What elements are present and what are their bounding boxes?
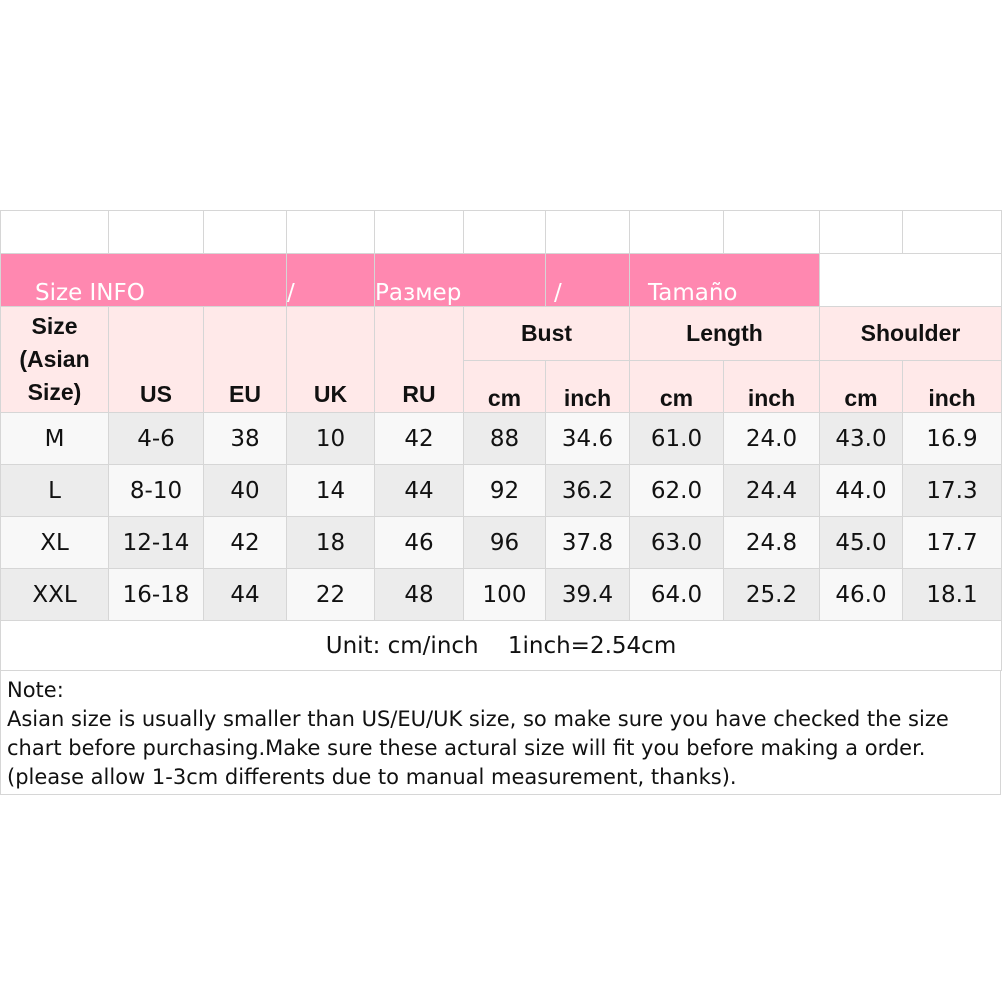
note-text: Asian size is usually smaller than US/EU… [7, 707, 949, 789]
table-cell: 42 [203, 516, 287, 569]
table-cell: 25.2 [723, 568, 820, 621]
header-inch: inch [902, 360, 1002, 413]
header-cm: cm [629, 360, 724, 413]
unit-text: Unit: cm/inch 1inch=2.54cm [0, 620, 1002, 671]
table-cell: 16-18 [108, 568, 204, 621]
table-cell: 42 [374, 412, 464, 465]
note-title: Note: [7, 678, 64, 702]
table-cell: L [0, 464, 109, 517]
table-cell: 43.0 [819, 412, 903, 465]
table-cell: 4-6 [108, 412, 204, 465]
table-cell: 64.0 [629, 568, 724, 621]
title-banner: Size INFO / Размер / Tamaño [0, 253, 1002, 307]
banner-sep: / [545, 253, 630, 307]
table-cell: 12-14 [108, 516, 204, 569]
table-row: XXL 16-18 44 22 48 100 39.4 64.0 25.2 46.0 18.1 [0, 568, 1002, 621]
table-row: L 8-10 40 14 44 92 36.2 62.0 24.4 44.0 17.3 [0, 464, 1002, 517]
table-cell: 8-10 [108, 464, 204, 517]
table-cell: 14 [286, 464, 375, 517]
header-size: Size (Asian Size) [0, 306, 109, 413]
table-cell: 45.0 [819, 516, 903, 569]
table-cell: 17.7 [902, 516, 1002, 569]
banner-size-info: Size INFO [0, 253, 287, 307]
table-cell: 39.4 [545, 568, 630, 621]
banner-sep: / [286, 253, 375, 307]
table-cell: 88 [463, 412, 546, 465]
header-shoulder: Shoulder [819, 306, 1002, 361]
table-cell: 24.0 [723, 412, 820, 465]
blank-row [0, 210, 1002, 254]
table-cell: 100 [463, 568, 546, 621]
table-cell: 38 [203, 412, 287, 465]
table-cell: 18.1 [902, 568, 1002, 621]
header-uk: UK [286, 306, 375, 413]
header-row: Size (Asian Size) US EU UK RU Bust Lengt… [0, 306, 1002, 413]
table-cell: 18 [286, 516, 375, 569]
banner-tamano: Tamaño [629, 253, 820, 307]
table-cell: 22 [286, 568, 375, 621]
table-cell: XXL [0, 568, 109, 621]
table-cell: 92 [463, 464, 546, 517]
table-cell: 16.9 [902, 412, 1002, 465]
table-cell: 63.0 [629, 516, 724, 569]
table-cell: 44 [203, 568, 287, 621]
table-row: XL 12-14 42 18 46 96 37.8 63.0 24.8 45.0 17.7 [0, 516, 1002, 569]
table-cell: 34.6 [545, 412, 630, 465]
table-cell: 62.0 [629, 464, 724, 517]
size-chart-table: Size INFO / Размер / Tamaño Size (Asian … [0, 210, 1002, 671]
header-inch: inch [545, 360, 630, 413]
header-length: Length [629, 306, 820, 361]
table-cell: 24.8 [723, 516, 820, 569]
table-cell: 24.4 [723, 464, 820, 517]
header-bust: Bust [463, 306, 630, 361]
unit-row: Unit: cm/inch 1inch=2.54cm [0, 620, 1002, 671]
table-cell: 17.3 [902, 464, 1002, 517]
banner-razmer: Размер [374, 253, 546, 307]
header-cm: cm [463, 360, 546, 413]
table-cell: 48 [374, 568, 464, 621]
table-cell: 37.8 [545, 516, 630, 569]
header-eu: EU [203, 306, 287, 413]
table-cell: 36.2 [545, 464, 630, 517]
header-us: US [108, 306, 204, 413]
table-cell: 46.0 [819, 568, 903, 621]
table-cell: 44.0 [819, 464, 903, 517]
table-row: M 4-6 38 10 42 88 34.6 61.0 24.0 43.0 16.9 [0, 412, 1002, 465]
table-cell: XL [0, 516, 109, 569]
table-cell: 40 [203, 464, 287, 517]
header-inch: inch [723, 360, 820, 413]
table-cell: 44 [374, 464, 464, 517]
unit-header-row: cm inch cm inch cm inch [1, 360, 1002, 413]
table-cell: 46 [374, 516, 464, 569]
table-cell: 61.0 [629, 412, 724, 465]
header-ru: RU [374, 306, 464, 413]
table-cell: 96 [463, 516, 546, 569]
table-cell: M [0, 412, 109, 465]
header-cm: cm [819, 360, 903, 413]
table-cell: 10 [286, 412, 375, 465]
note: Note: Asian size is usually smaller than… [0, 671, 1001, 795]
